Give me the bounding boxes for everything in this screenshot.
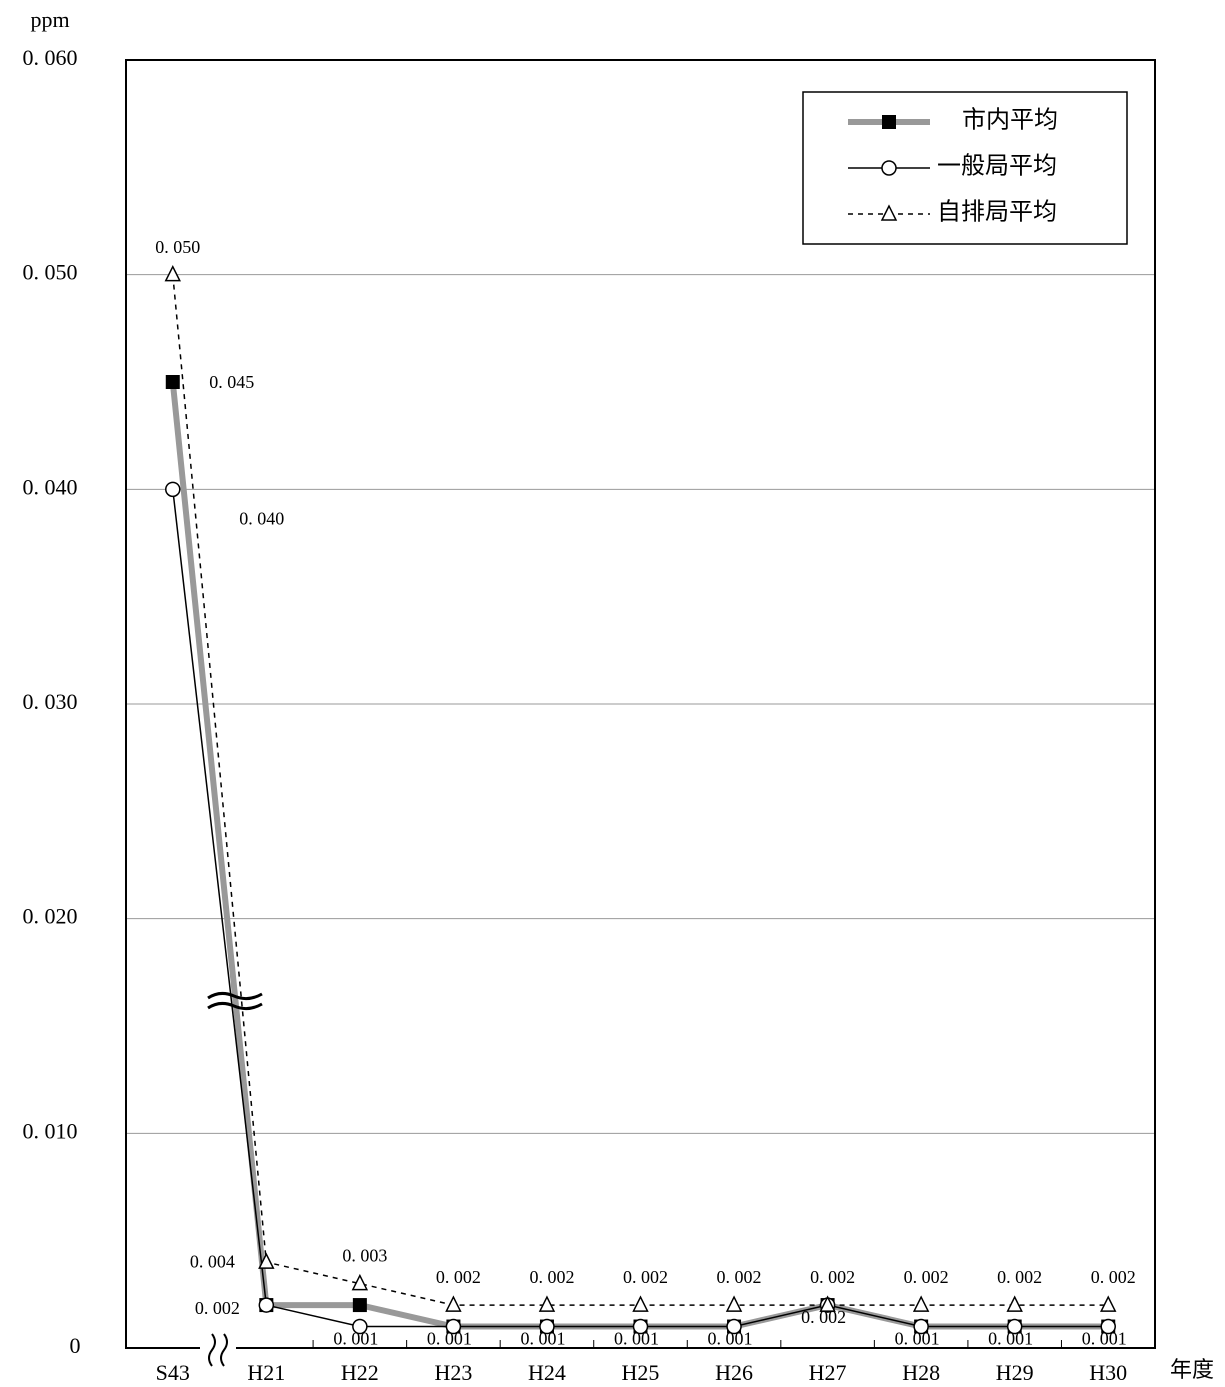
marker xyxy=(445,1318,462,1335)
y-tick-label: 0. 040 xyxy=(23,474,78,499)
value-label: 0. 045 xyxy=(209,372,254,392)
y-axis-label: ppm xyxy=(30,7,69,32)
marker xyxy=(165,481,181,498)
legend-label: 市内平均 xyxy=(962,107,1058,134)
value-label: 0. 001 xyxy=(333,1329,378,1349)
marker xyxy=(1100,1318,1116,1335)
value-label: 0. 001 xyxy=(1082,1329,1127,1349)
marker xyxy=(258,1297,275,1313)
marker xyxy=(538,1295,556,1312)
value-label: 0. 002 xyxy=(997,1267,1042,1287)
value-label: 0. 003 xyxy=(342,1246,387,1266)
x-tick-label: S43 xyxy=(156,1360,190,1385)
marker xyxy=(882,115,896,129)
x-axis-label: 年度 xyxy=(1170,1357,1214,1382)
x-tick-label: H28 xyxy=(902,1360,940,1385)
value-label: 0. 001 xyxy=(895,1329,940,1349)
marker xyxy=(880,204,898,221)
value-label: 0. 040 xyxy=(239,508,284,528)
y-tick-label: 0. 060 xyxy=(23,45,78,70)
value-label: 0. 002 xyxy=(801,1307,846,1327)
axis-break xyxy=(207,991,263,1011)
y-tick-label: 0. 030 xyxy=(23,689,78,714)
value-label: 0. 002 xyxy=(904,1267,949,1287)
x-tick-label: H23 xyxy=(434,1360,472,1385)
lines xyxy=(169,274,1109,1330)
value-label: 0. 001 xyxy=(708,1329,753,1349)
series-line xyxy=(172,274,1109,1306)
x-tick-label: H25 xyxy=(622,1360,660,1385)
x-tick-label: H22 xyxy=(341,1360,379,1385)
value-label: 0. 001 xyxy=(427,1329,472,1349)
value-label: 0. 002 xyxy=(810,1267,855,1287)
series-line xyxy=(172,489,1109,1328)
marker xyxy=(1006,1318,1023,1335)
marker xyxy=(164,264,181,282)
labels: 0. 045 0. 002 0. 040 0. 001 0. 001 0. 001 0. 0… xyxy=(155,237,1135,1349)
legend-label: 一般局平均 xyxy=(937,153,1057,180)
marker xyxy=(881,160,897,176)
marker xyxy=(352,1318,368,1335)
marker xyxy=(165,375,180,389)
marker xyxy=(539,1318,555,1335)
x-tick-label: H29 xyxy=(996,1360,1034,1385)
grid: 0 0. 010 0. 020 0. 030 0. 040 0. 050 0. 060 S43… xyxy=(23,45,1155,1385)
value-label: 0. 001 xyxy=(988,1329,1033,1349)
plot-frame xyxy=(125,59,1156,1349)
value-label: 0. 050 xyxy=(155,237,200,257)
y-tick-label: 0 xyxy=(70,1333,81,1358)
marker xyxy=(725,1295,743,1312)
markers xyxy=(164,264,1117,1335)
value-label: 0. 001 xyxy=(520,1329,565,1349)
value-label: 0. 002 xyxy=(436,1267,481,1287)
marker xyxy=(352,1298,367,1313)
marker xyxy=(913,1318,929,1335)
x-tick-label: H21 xyxy=(247,1360,285,1385)
x-break-mask xyxy=(200,1338,236,1368)
marker xyxy=(912,1295,930,1312)
value-label: 0. 002 xyxy=(717,1267,762,1287)
y-tick-label: 0. 020 xyxy=(23,904,78,929)
x-tick-label: H26 xyxy=(715,1360,753,1385)
marker xyxy=(1100,1295,1117,1312)
y-tick-label: 0. 050 xyxy=(23,260,78,285)
value-label: 0. 001 xyxy=(614,1329,659,1349)
value-label: 0. 002 xyxy=(1091,1267,1136,1287)
x-tick-label: H30 xyxy=(1089,1360,1127,1385)
marker xyxy=(351,1273,369,1291)
marker xyxy=(819,1295,836,1312)
value-label: 0. 004 xyxy=(190,1251,235,1271)
marker xyxy=(1006,1295,1023,1312)
marker xyxy=(632,1295,649,1312)
marker xyxy=(258,1252,275,1269)
marker xyxy=(726,1318,742,1335)
legend-label: 自排局平均 xyxy=(937,199,1057,226)
value-label: 0. 002 xyxy=(623,1267,668,1287)
x-tick-label: H24 xyxy=(528,1360,566,1385)
value-label: 0. 002 xyxy=(195,1298,240,1318)
x-axis-break xyxy=(208,1333,228,1367)
series-line xyxy=(169,381,1109,1330)
x-tick-label: H27 xyxy=(809,1360,847,1385)
marker xyxy=(632,1318,649,1335)
value-label: 0. 002 xyxy=(529,1267,574,1287)
y-tick-label: 0. 010 xyxy=(23,1118,78,1143)
marker xyxy=(445,1295,462,1312)
